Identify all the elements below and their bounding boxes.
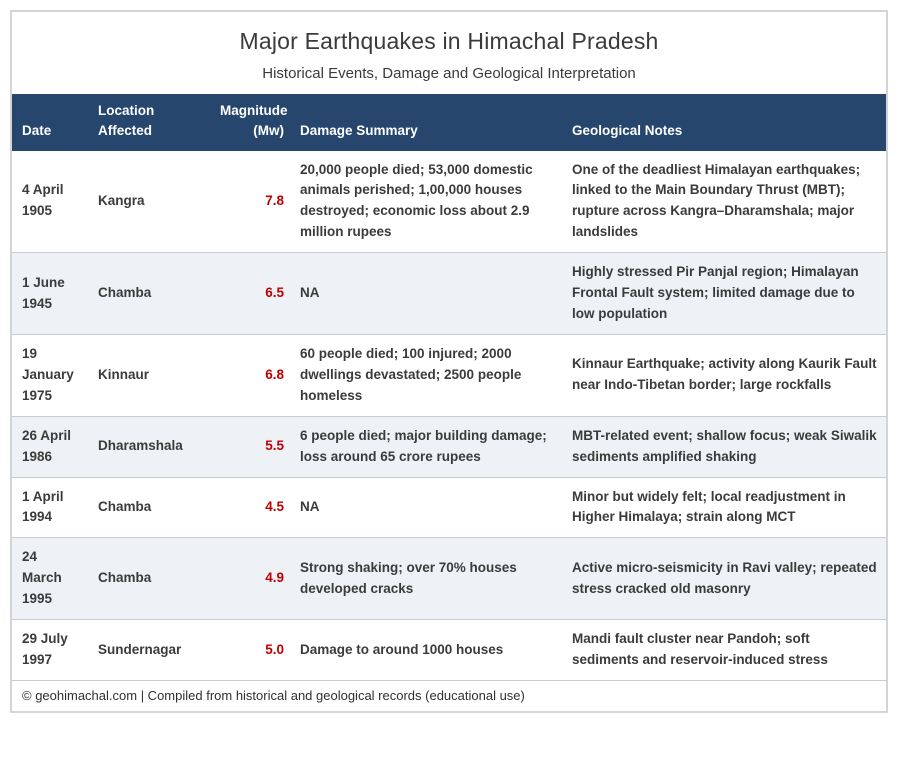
cell-damage: Damage to around 1000 houses <box>300 641 504 657</box>
cell-notes: One of the deadliest Himalayan earthquak… <box>572 161 861 240</box>
cell-damage: 60 people died; 100 injured; 2000 dwelli… <box>300 345 522 403</box>
cell-location: Dharamshala <box>98 438 183 454</box>
table-rows: 4 April 1905 Kangra 7.8 20,000 people died;… <box>12 150 886 681</box>
cell-date: 24 March 1995 <box>22 549 62 607</box>
cell-date: 1 June 1945 <box>22 274 65 311</box>
cell-magnitude: 4.5 <box>265 499 284 515</box>
cell-damage: NA <box>300 499 320 515</box>
column-header-date: Date <box>22 123 52 139</box>
cell-location: Chamba <box>98 570 152 586</box>
cell-magnitude: 6.5 <box>265 285 284 301</box>
cell-date: 29 July 1997 <box>22 631 68 668</box>
cell-notes: Minor but widely felt; local readjustmen… <box>572 488 846 525</box>
cell-damage: 20,000 people died; 53,000 domestic anim… <box>300 161 533 240</box>
table-row: 19 January 1975 Kinnaur 6.8 60 people died;… <box>12 333 886 416</box>
cell-date: 1 April 1994 <box>22 488 64 525</box>
page-subtitle: Historical Events, Damage and Geological… <box>262 65 636 82</box>
cell-date: 26 April 1986 <box>22 427 72 464</box>
column-header-damage: Damage Summary <box>300 123 418 139</box>
cell-notes: Highly stressed Pir Panjal region; Himal… <box>572 264 859 322</box>
cell-location: Kinnaur <box>98 366 150 382</box>
cell-magnitude: 5.5 <box>265 438 284 454</box>
cell-magnitude: 5.0 <box>265 641 284 657</box>
footer-note: © geohimachal.com | Compiled from histor… <box>12 680 886 712</box>
cell-magnitude: 6.8 <box>265 366 284 382</box>
table-row: 29 July 1997 Sundernagar 5.0 Damage to arou… <box>12 619 886 681</box>
cell-notes: Kinnaur Earthquake; activity along Kauri… <box>572 356 877 393</box>
cell-location: Chamba <box>98 499 152 515</box>
cell-notes: Mandi fault cluster near Pandoh; soft se… <box>572 631 828 668</box>
cell-notes: MBT-related event; shallow focus; weak S… <box>572 427 877 464</box>
cell-date: 4 April 1905 <box>22 182 64 219</box>
column-header-notes: Geological Notes <box>572 123 683 139</box>
table-row: 1 April 1994 Chamba 4.5 NA Minor but widely … <box>12 476 886 538</box>
table-row: 26 April 1986 Dharamshala 5.5 6 people died… <box>12 415 886 477</box>
table-row: 24 March 1995 Chamba 4.9 Strong shaking; ov… <box>12 537 886 620</box>
table-header-row: Date Location Affected Magnitude (Mw) Da… <box>12 94 886 151</box>
table-row: 1 June 1945 Chamba 6.5 NA Highly stressed Pi… <box>12 252 886 334</box>
cell-magnitude: 7.8 <box>265 192 284 208</box>
cell-date: 19 January 1975 <box>22 345 74 403</box>
cell-location: Kangra <box>98 192 145 208</box>
table-row: 4 April 1905 Kangra 7.8 20,000 people died;… <box>12 150 886 253</box>
column-header-magnitude: Magnitude (Mw) <box>220 103 288 139</box>
cell-location: Chamba <box>98 285 152 301</box>
column-header-location: Location Affected <box>98 103 155 139</box>
cell-location: Sundernagar <box>98 641 182 657</box>
cell-notes: Active micro-seismicity in Ravi valley; … <box>572 559 877 596</box>
earthquake-table-card: Major Earthquakes in Himachal Pradesh Hi… <box>10 10 888 714</box>
cell-damage: 6 people died; major building damage; lo… <box>300 427 547 464</box>
cell-magnitude: 4.9 <box>265 570 284 586</box>
page-title: Major Earthquakes in Himachal Pradesh <box>239 28 659 54</box>
cell-damage: Strong shaking; over 70% houses develope… <box>300 559 517 596</box>
title-block: Major Earthquakes in Himachal Pradesh Hi… <box>12 12 886 94</box>
cell-damage: NA <box>300 285 320 301</box>
